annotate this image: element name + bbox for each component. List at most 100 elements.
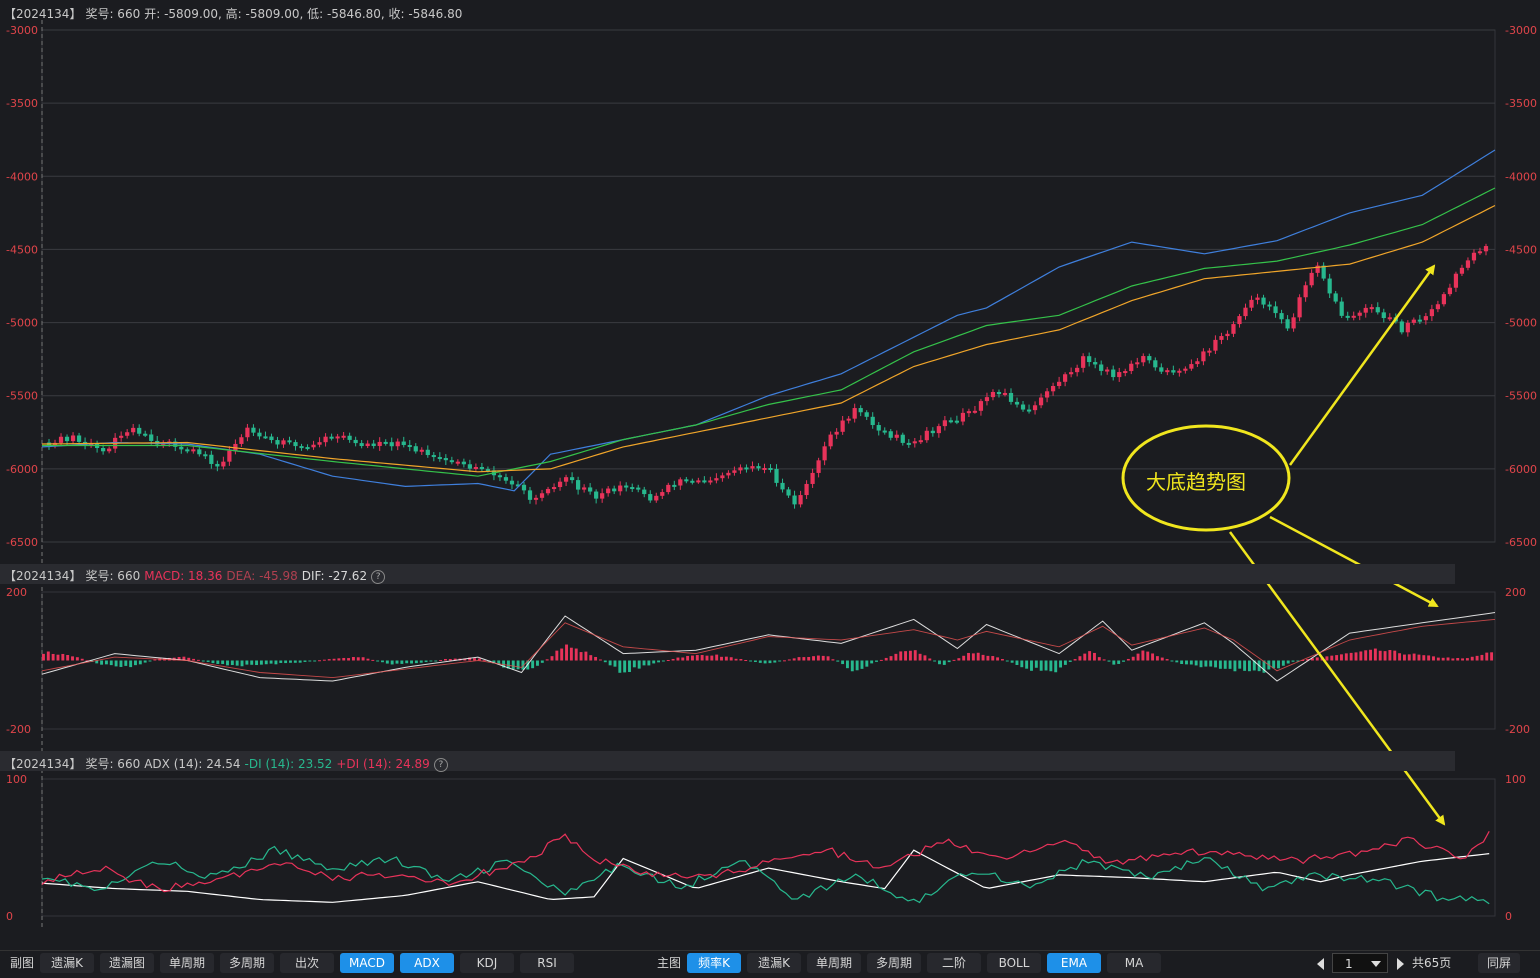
macd-histogram-bar [792, 658, 796, 661]
candle-body [143, 433, 148, 436]
macd-histogram-bar [1194, 660, 1198, 666]
macd-histogram-bar [56, 654, 60, 661]
macd-histogram-bar [1233, 660, 1237, 672]
candle-body [600, 493, 605, 499]
candle-body [948, 420, 953, 423]
macd-histogram-bar [1073, 659, 1077, 661]
macd-histogram-bar [1199, 660, 1203, 668]
candle-body [1249, 299, 1254, 308]
macd-histogram-bar [1044, 660, 1048, 671]
macd-histogram-bar [938, 660, 941, 665]
candle-body [990, 391, 996, 398]
candle-body [1165, 370, 1170, 373]
main-ohlc-label: 开: -5809.00, 高: -5809.00, 低: -5846.80, 收… [144, 7, 463, 21]
candle-body [407, 445, 412, 448]
candle-body [1087, 356, 1092, 363]
candle-body [816, 460, 821, 473]
macd-histogram-bar [1146, 651, 1150, 661]
macd-histogram-bar [216, 660, 220, 664]
macd-histogram-bar [521, 660, 525, 670]
candle-body [419, 449, 424, 452]
macd-histogram-bar [671, 658, 675, 661]
macd-histogram-bar [114, 660, 118, 667]
candle-body [744, 467, 749, 470]
candle-body [930, 430, 935, 434]
page-select[interactable]: 1 [1332, 953, 1388, 973]
candle-body [539, 493, 545, 498]
macd-histogram-bar [1088, 651, 1092, 661]
sub-chart-button-6[interactable]: ADX [400, 953, 454, 973]
main-chart-button-1[interactable]: 遗漏K [747, 953, 801, 973]
macd-histogram-bar [1010, 660, 1014, 663]
main-chart-button-4[interactable]: 二阶 [927, 953, 981, 973]
macd-histogram-bar [1034, 660, 1038, 668]
candle-body [1381, 312, 1386, 319]
sub-chart-button-3[interactable]: 多周期 [220, 953, 274, 973]
macd-histogram-bar [1383, 651, 1387, 661]
adx-help-icon[interactable]: ? [433, 757, 448, 772]
main-chart-button-0[interactable]: 频率K [687, 953, 741, 973]
next-page-icon[interactable] [1397, 958, 1404, 970]
candle-body [1050, 386, 1056, 392]
split-screen-button[interactable]: 同屏 [1478, 953, 1520, 973]
candle-body [515, 484, 521, 487]
macd-histogram-bar [182, 656, 186, 661]
candle-body [569, 477, 575, 481]
candle-body [1417, 319, 1422, 322]
sub-chart-button-7[interactable]: KDJ [460, 953, 514, 973]
sub-chart-button-8[interactable]: RSI [520, 953, 574, 973]
y-tick-label-left: -4000 [6, 170, 38, 183]
candle-body [1423, 316, 1428, 321]
macd-histogram-bar [942, 660, 946, 665]
macd-histogram-bar [211, 660, 215, 664]
y-tick-label-left: -6000 [6, 463, 38, 476]
macd-histogram-bar [1131, 656, 1135, 661]
candle-body [660, 492, 665, 496]
macd-histogram-bar [1252, 660, 1256, 671]
sub-chart-button-5[interactable]: MACD [340, 953, 394, 973]
candle-body [1201, 351, 1206, 362]
macd-histogram-bar [967, 652, 970, 661]
sub-chart-button-1[interactable]: 遗漏图 [100, 953, 154, 973]
macd-histogram-bar [1490, 652, 1494, 661]
dif-line [41, 612, 1496, 682]
candle-body [227, 450, 232, 462]
candle-body [810, 472, 815, 484]
macd-histogram-bar [657, 660, 661, 663]
sub-chart-button-0[interactable]: 遗漏K [40, 953, 94, 973]
y-tick-label-left: 100 [6, 773, 27, 786]
macd-histogram-bar [419, 660, 423, 663]
main-chart-button-3[interactable]: 多周期 [867, 953, 921, 973]
y-tick-label-left: 0 [6, 910, 13, 923]
macd-histogram-bar [715, 654, 719, 661]
candle-body [203, 454, 208, 457]
candle-body [1471, 252, 1477, 261]
candle-body [762, 467, 767, 470]
macd-histogram-bar [1373, 648, 1377, 661]
candle-body [1117, 372, 1122, 378]
annotation-ellipse [1121, 424, 1291, 532]
macd-histogram-bar [986, 655, 990, 661]
sub-chart-button-4[interactable]: 出次 [280, 953, 334, 973]
candle-body [612, 488, 617, 492]
macd-histogram-bar [1436, 657, 1440, 661]
macd-histogram-bar [477, 658, 481, 661]
prev-page-icon[interactable] [1317, 958, 1324, 970]
main-chart-button-5[interactable]: BOLL [987, 953, 1041, 973]
macd-histogram-bar [206, 660, 210, 662]
macd-help-icon[interactable]: ? [371, 569, 386, 584]
macd-histogram-bar [1039, 660, 1043, 671]
candle-body [1333, 293, 1338, 302]
macd-histogram-bar [705, 655, 709, 661]
dif-value-label: DIF: -27.62 [301, 569, 368, 583]
macd-histogram-bar [284, 660, 288, 664]
candle-body [960, 412, 966, 422]
main-chart-button-7[interactable]: MA [1107, 953, 1161, 973]
macd-histogram-bar [255, 660, 259, 666]
candle-body [1273, 306, 1278, 314]
candle-body [509, 480, 515, 485]
main-chart-button-6[interactable]: EMA [1047, 953, 1101, 973]
candle-body [900, 434, 905, 443]
main-chart-button-2[interactable]: 单周期 [807, 953, 861, 973]
sub-chart-button-2[interactable]: 单周期 [160, 953, 214, 973]
